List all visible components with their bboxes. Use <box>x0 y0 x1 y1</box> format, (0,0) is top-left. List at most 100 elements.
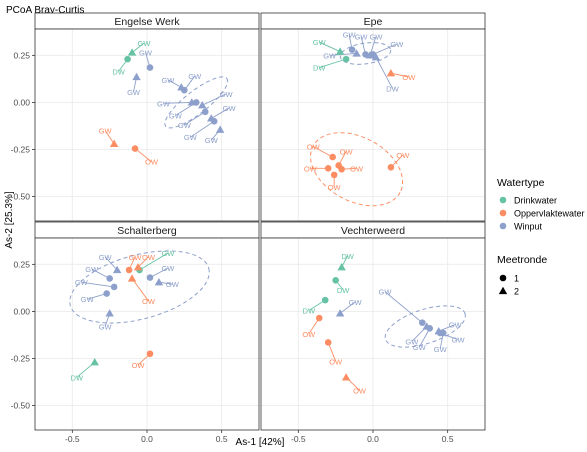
y-tick-label: -0.25 <box>11 144 31 154</box>
x-axis-label: As-1 [42%] <box>236 437 285 448</box>
y-tick-label: -0.50 <box>11 401 31 411</box>
data-point <box>103 290 110 297</box>
point-label: GW <box>405 338 419 347</box>
panel-strip-label: Engelse Werk <box>114 16 180 28</box>
legend-color-swatch <box>499 222 507 230</box>
point-label: DW <box>313 64 326 73</box>
data-point <box>426 325 434 332</box>
label-connector <box>372 43 398 55</box>
data-point <box>112 265 122 274</box>
legend-color-swatch <box>499 196 507 204</box>
data-point <box>146 350 154 358</box>
data-point <box>110 283 118 291</box>
label-connector <box>137 256 149 268</box>
label-connector <box>319 41 341 52</box>
label-connector <box>134 148 152 163</box>
label-connector <box>81 281 115 288</box>
point-label: GW <box>99 322 113 331</box>
panel-grid <box>35 29 259 221</box>
data-point <box>335 47 345 55</box>
point-label: GW <box>139 49 153 58</box>
point-label: OW <box>402 73 416 82</box>
label-connector <box>163 101 192 104</box>
panel-strip-label: Vechterweerd <box>341 225 405 237</box>
data-point <box>146 274 154 281</box>
legend-shape-entries: 12 <box>498 274 519 297</box>
data-point <box>131 145 139 152</box>
data-point <box>127 48 137 56</box>
point-label: GW <box>99 127 113 136</box>
y-tick-label: 0.00 <box>13 306 30 316</box>
data-point <box>329 153 336 161</box>
label-connector <box>390 72 409 78</box>
legend-color-entries: Drinkwater Oppervlaktewater Winput <box>499 196 585 232</box>
legend-shape-label: 1 <box>514 274 519 284</box>
y-axis-label: As-2 [25.3%] <box>4 191 15 248</box>
point-label: DW <box>303 306 316 315</box>
label-connector <box>184 111 206 126</box>
data-point <box>352 49 361 57</box>
data-point <box>341 373 351 381</box>
label-connector <box>339 301 356 314</box>
y-tick-label: 0.25 <box>13 259 30 269</box>
data-point <box>338 165 345 173</box>
confidence-ellipse <box>310 132 404 207</box>
point-label: OW <box>304 164 318 173</box>
point-label: OW <box>396 151 410 160</box>
point-label: OW <box>142 253 156 262</box>
point-label: GW <box>370 33 384 42</box>
figure-title: PCoA Bray-Curtis <box>6 5 84 16</box>
point-label: OW <box>307 143 321 152</box>
point-label: DW <box>112 67 125 76</box>
point-label: GW <box>138 39 152 48</box>
data-point <box>324 339 332 346</box>
x-tick-label: -0.5 <box>65 434 80 444</box>
data-point <box>146 64 154 71</box>
point-label: GW <box>313 38 327 47</box>
data-point <box>387 164 395 171</box>
x-tick-label: 0.5 <box>216 434 228 444</box>
point-label: GW <box>390 40 404 49</box>
point-label: GW <box>161 249 175 258</box>
y-tick-label: -0.25 <box>11 353 31 363</box>
point-label: GW <box>178 121 192 130</box>
point-label: OW <box>142 297 156 306</box>
data-point <box>335 309 345 317</box>
data-point <box>198 101 207 109</box>
point-label: GW <box>161 264 175 273</box>
point-label: GW <box>157 99 171 108</box>
data-point <box>330 171 338 179</box>
x-axis-ticks: -0.5 0.0 0.5 -0.5 0.0 0.5 <box>65 430 454 444</box>
label-connector <box>104 130 115 145</box>
legend-color-label: Winput <box>514 222 543 232</box>
point-label: OW <box>328 183 342 192</box>
panel-grid <box>35 238 259 430</box>
point-label: OW <box>132 361 146 370</box>
confidence-ellipse <box>69 250 210 324</box>
point-label: DW <box>337 286 350 295</box>
point-label: GW <box>161 76 175 85</box>
data-point <box>418 319 426 327</box>
point-label: GW <box>378 288 392 297</box>
data-point <box>348 46 356 54</box>
panel-strip-label: Schalterberg <box>117 225 177 237</box>
data-point <box>105 309 114 317</box>
data-point <box>371 53 381 61</box>
data-point <box>106 275 113 282</box>
label-connector <box>131 42 145 53</box>
label-connector <box>327 342 337 362</box>
x-tick-label: 0.0 <box>141 434 153 444</box>
y-tick-label: -0.50 <box>11 192 31 202</box>
data-point <box>315 314 323 322</box>
legend-shape-title: Meetronde <box>497 254 547 266</box>
data-point <box>439 329 447 337</box>
point-label: GW <box>434 345 448 354</box>
point-label: GW <box>169 112 183 121</box>
point-label: GW <box>449 321 463 330</box>
point-label: GW <box>81 295 95 304</box>
data-point <box>90 358 99 366</box>
